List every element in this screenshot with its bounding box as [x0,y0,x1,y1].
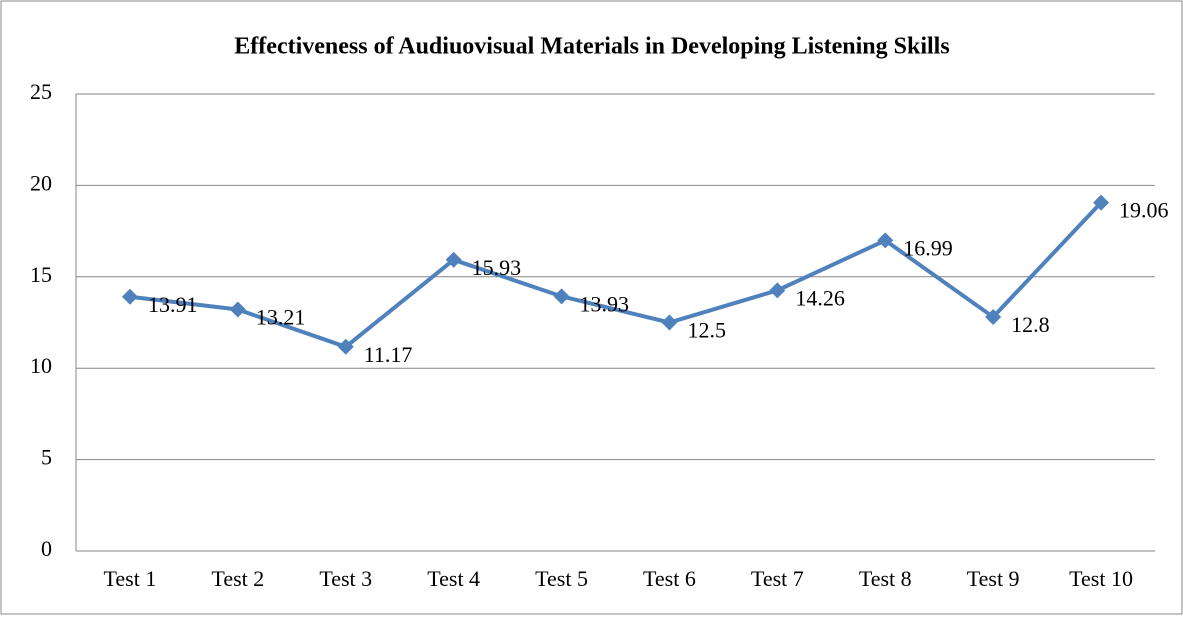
x-tick-label: Test 9 [967,566,1020,591]
marker [229,301,246,318]
x-tick-label: Test 5 [535,566,588,591]
marker [337,338,354,355]
marker [121,288,138,305]
data-label: 12.8 [1011,312,1050,337]
y-tick-label: 20 [30,170,52,195]
marker [1093,194,1110,211]
x-tick-label: Test 3 [319,566,372,591]
marker [985,309,1002,326]
data-label: 13.91 [148,292,198,317]
y-tick-label: 10 [30,353,52,378]
x-tick-label: Test 8 [859,566,912,591]
data-label: 14.26 [795,285,845,310]
x-tick-label: Test 4 [427,566,480,591]
data-label: 15.93 [472,255,522,280]
y-tick-label: 15 [30,262,52,287]
y-tick-label: 5 [41,445,52,470]
data-label: 12.5 [687,318,726,343]
data-label: 13.93 [580,291,630,316]
marker [877,232,894,249]
marker [445,251,462,268]
data-label: 13.21 [256,305,306,330]
data-label: 19.06 [1119,198,1169,223]
marker [661,314,678,331]
y-tick-label: 25 [30,79,52,104]
line [129,201,1103,350]
data-label: 16.99 [903,235,953,260]
x-tick-label: Test 1 [104,566,157,591]
x-tick-label: Test 10 [1069,566,1133,591]
chart-title: Effectiveness of Audiuovisual Materials … [234,34,949,60]
x-tick-label: Test 6 [643,566,696,591]
marker [553,288,570,305]
data-label: 11.17 [364,342,413,367]
y-tick-label: 0 [41,536,52,561]
x-tick-label: Test 7 [751,566,804,591]
marker [769,282,786,299]
x-tick-label: Test 2 [211,566,264,591]
